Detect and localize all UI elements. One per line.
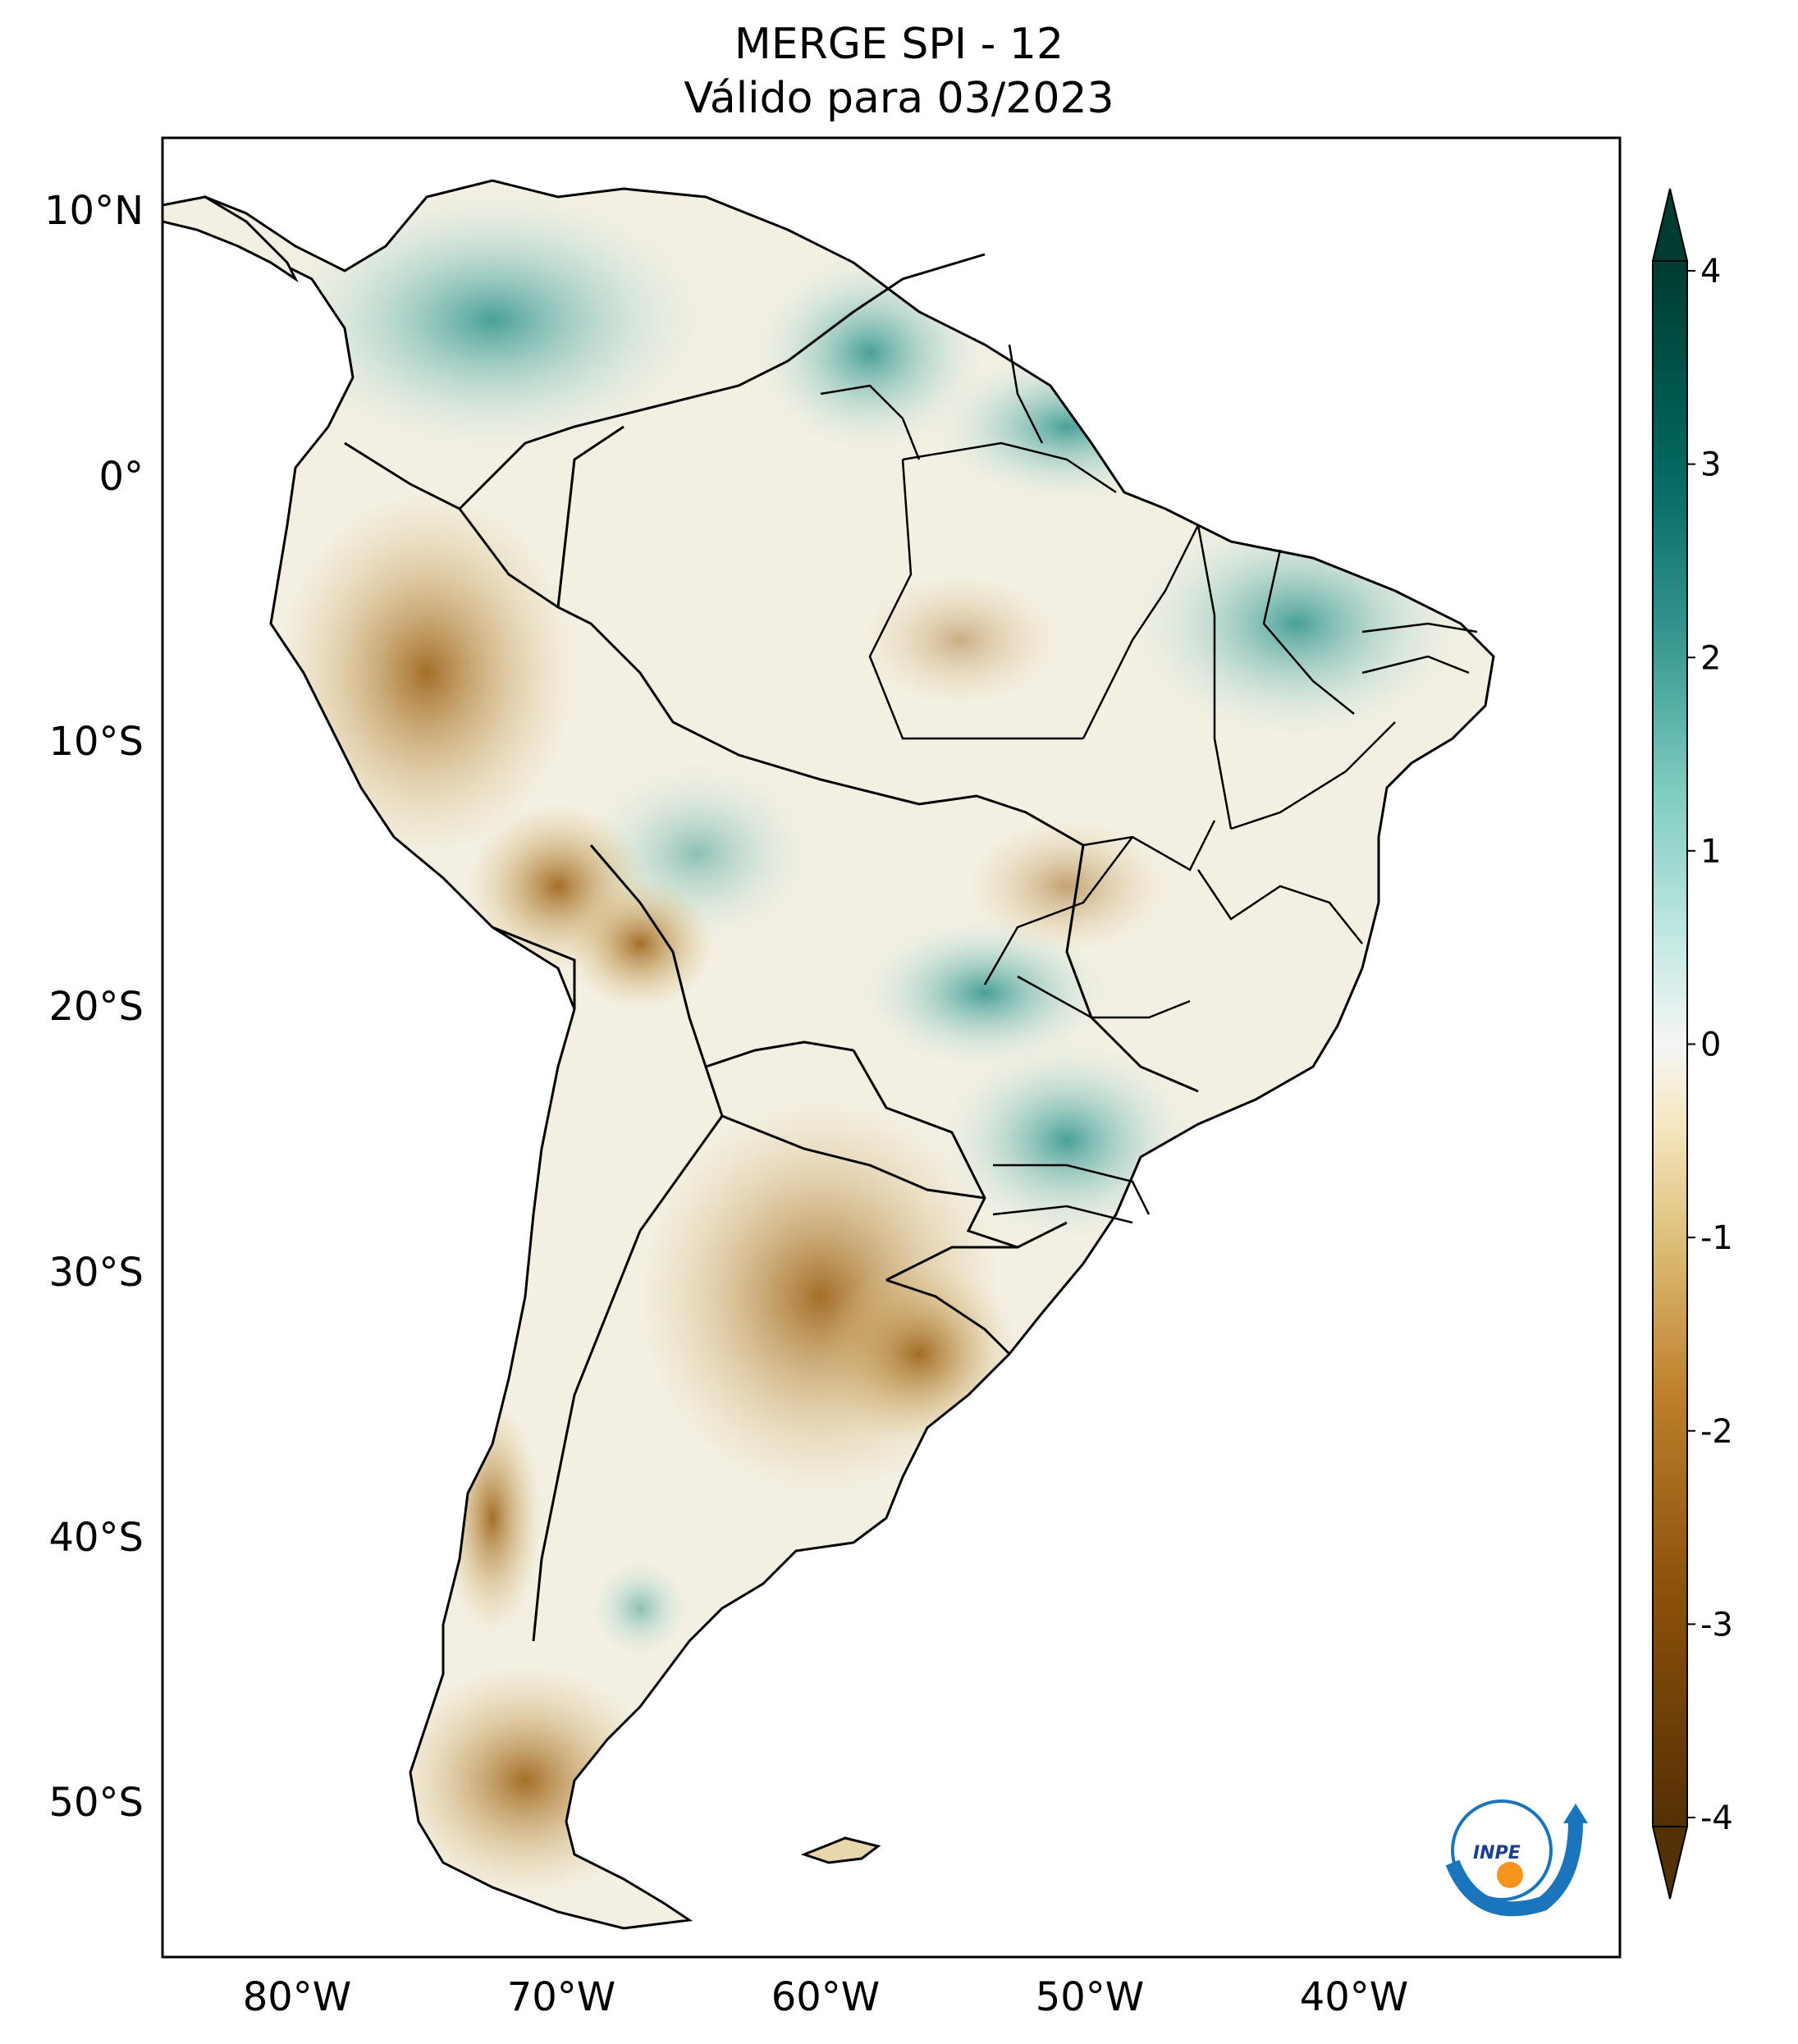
colorbar-tick-label: -2 <box>1700 1413 1733 1451</box>
colorbar: 4 3 2 1 0 -1 -2 -3 -4 <box>1651 188 1733 1900</box>
lat-label: 40°S <box>48 1515 144 1561</box>
country-borders <box>344 253 1199 1642</box>
lon-label: 60°W <box>771 1974 881 2020</box>
lon-label: 40°W <box>1300 1974 1409 2020</box>
lon-label: 80°W <box>243 1974 352 2020</box>
lat-label: 10°S <box>48 719 144 765</box>
colorbar-min-arrow <box>1651 1826 1689 1900</box>
colorbar-tick-label: -3 <box>1700 1606 1733 1644</box>
state-borders <box>820 344 1478 1224</box>
colorbar-tick-label: 2 <box>1700 639 1721 677</box>
falkland-islands <box>800 1836 881 1864</box>
lat-label: 20°S <box>48 984 144 1030</box>
colorbar-tick-label: -1 <box>1700 1219 1733 1257</box>
map-frame <box>161 136 1622 1959</box>
central-america <box>161 195 299 283</box>
colorbar-tick-label: -4 <box>1700 1799 1733 1837</box>
colorbar-tick-label: 4 <box>1700 253 1721 290</box>
lat-label: 30°S <box>48 1250 144 1296</box>
colorbar-tick-label: 3 <box>1700 446 1721 484</box>
colorbar-tick-label: 1 <box>1700 833 1721 871</box>
lon-label: 50°W <box>1036 1974 1145 2020</box>
lon-label: 70°W <box>507 1974 616 2020</box>
inpe-logo: INPE <box>1445 1799 1588 1917</box>
lon-labels: 80°W 70°W 60°W 50°W 40°W <box>243 1974 1409 2020</box>
colorbar-tick-label: 0 <box>1700 1027 1721 1064</box>
lat-label: 50°S <box>48 1780 144 1826</box>
logo-text: INPE <box>1473 1843 1521 1863</box>
lat-labels: 10°N 0° 10°S 20°S 30°S 40°S 50°S <box>44 188 144 1826</box>
lat-label: 10°N <box>44 188 144 234</box>
map-title: MERGE SPI - 12 <box>734 20 1064 69</box>
lat-label: 0° <box>98 454 144 500</box>
colorbar-max-arrow <box>1651 188 1689 262</box>
map-subtitle: Válido para 03/2023 <box>684 74 1114 123</box>
